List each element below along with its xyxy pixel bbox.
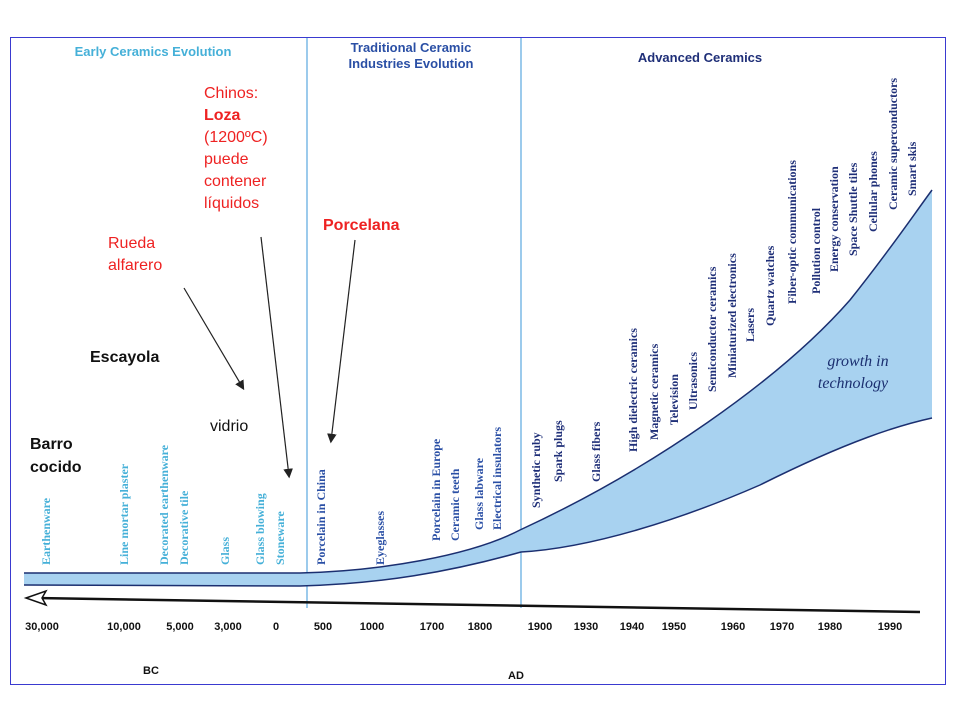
header-traditional-line2: Industries Evolution [349,56,474,71]
category-label-early: Earthenware [39,497,53,565]
annotation-vidrio: vidrio [210,418,248,435]
timeline-tick-label: 0 [273,621,279,633]
timeline-tick-label: 1980 [818,621,842,633]
timeline-tick-label: 10,000 [107,621,141,633]
timeline-tick-label: 1000 [360,621,384,633]
timeline-tick-label: 1930 [574,621,598,633]
annotation-porcelana: Porcelana [323,217,400,234]
timeline-tick-label: 1970 [770,621,794,633]
timeline-tick-label: 1700 [420,621,444,633]
category-label-advanced: Ultrasonics [686,352,700,410]
growth-label-line2: technology [818,375,889,392]
annotation-chinos-line6: líquidos [204,195,259,212]
category-label-advanced: Spark plugs [551,420,565,482]
category-label-traditional: Ceramic teeth [448,468,462,541]
timeline-tick-label: 1960 [721,621,745,633]
category-label-early: Decorative tile [177,490,191,565]
category-label-traditional: Glass labware [472,457,486,530]
growth-band-upper-edge [24,189,933,574]
category-label-advanced: Magnetic ceramics [647,343,661,440]
growth-label-line1: growth in [827,353,888,370]
header-traditional-line1: Traditional Ceramic [351,40,472,55]
annotation-chinos-line4: puede [204,151,249,168]
category-label-advanced: Ceramic superconductors [886,78,900,210]
annotation-rueda-line1: Rueda [108,235,155,252]
category-label-advanced: Space Shuttle tiles [846,162,860,256]
category-label-advanced: Semiconductor ceramics [705,266,719,392]
category-label-traditional: Porcelain in Europe [429,438,443,541]
timeline-tick-label: 500 [314,621,332,633]
annotation-rueda-line2: alfarero [108,257,162,274]
category-label-early: Glass [218,537,232,565]
timeline-tick-label: 1800 [468,621,492,633]
arrow-chinos [260,236,293,479]
category-label-advanced: Smart skis [905,141,919,196]
category-label-early: Line mortar plaster [117,463,131,565]
annotation-barro-line1: Barro [30,436,73,453]
category-label-early: Stoneware [273,511,287,565]
timeline-axis [35,596,921,614]
category-label-early: Glass blowing [253,493,267,565]
annotation-chinos-line3: (1200ºC) [204,129,268,146]
annotation-escayola: Escayola [90,349,159,366]
annotation-chinos-line5: contener [204,173,267,190]
era-label-ad: AD [508,670,524,682]
timeline-ticks: 30,000 10,000 5,000 3,000 0 500 1000 1700 1800 19… [25,621,902,633]
category-label-advanced: Television [667,374,681,425]
category-label-advanced: Fiber-optic communications [785,160,799,304]
growth-band-lower-edge [23,417,933,587]
annotation-chinos-line1: Chinos: [204,85,258,102]
arrow-rueda [183,287,245,391]
annotation-chinos-line2: Loza [204,107,241,124]
timeline-tick-label: 3,000 [214,621,242,633]
timeline-tick-label: 5,000 [166,621,194,633]
category-label-advanced: Miniaturized electronics [725,253,739,378]
category-label-traditional: Eyeglasses [373,511,387,565]
timeline-tick-label: 1950 [662,621,686,633]
arrow-porcelana [327,239,356,444]
category-label-advanced: Glass fibers [589,421,603,482]
category-label-advanced: Energy conservation [827,166,841,272]
category-labels: Earthenware Line mortar plaster Decorated … [39,78,919,565]
timeline-tick-label: 30,000 [25,621,59,633]
timeline-tick-label: 1940 [620,621,644,633]
annotation-barro-line2: cocido [30,459,82,476]
category-label-advanced: Quartz watches [763,245,777,326]
timeline-arrowhead-icon [23,589,48,607]
category-label-advanced: High dielectric ceramics [626,328,640,452]
category-label-advanced: Synthetic ruby [529,432,543,508]
category-label-traditional: Porcelain in China [314,469,328,565]
timeline-tick-label: 1990 [878,621,902,633]
header-early-ceramics: Early Ceramics Evolution [75,44,232,59]
category-label-early: Decorated earthenware [157,444,171,565]
era-label-bc: BC [143,665,159,677]
category-label-advanced: Lasers [743,308,757,342]
category-label-advanced: Pollution control [809,207,823,294]
timeline-tick-label: 1900 [528,621,552,633]
header-advanced-ceramics: Advanced Ceramics [638,50,762,65]
growth-band [24,190,932,586]
category-label-advanced: Cellular phones [866,151,880,232]
category-label-traditional: Electrical insulators [490,427,504,530]
